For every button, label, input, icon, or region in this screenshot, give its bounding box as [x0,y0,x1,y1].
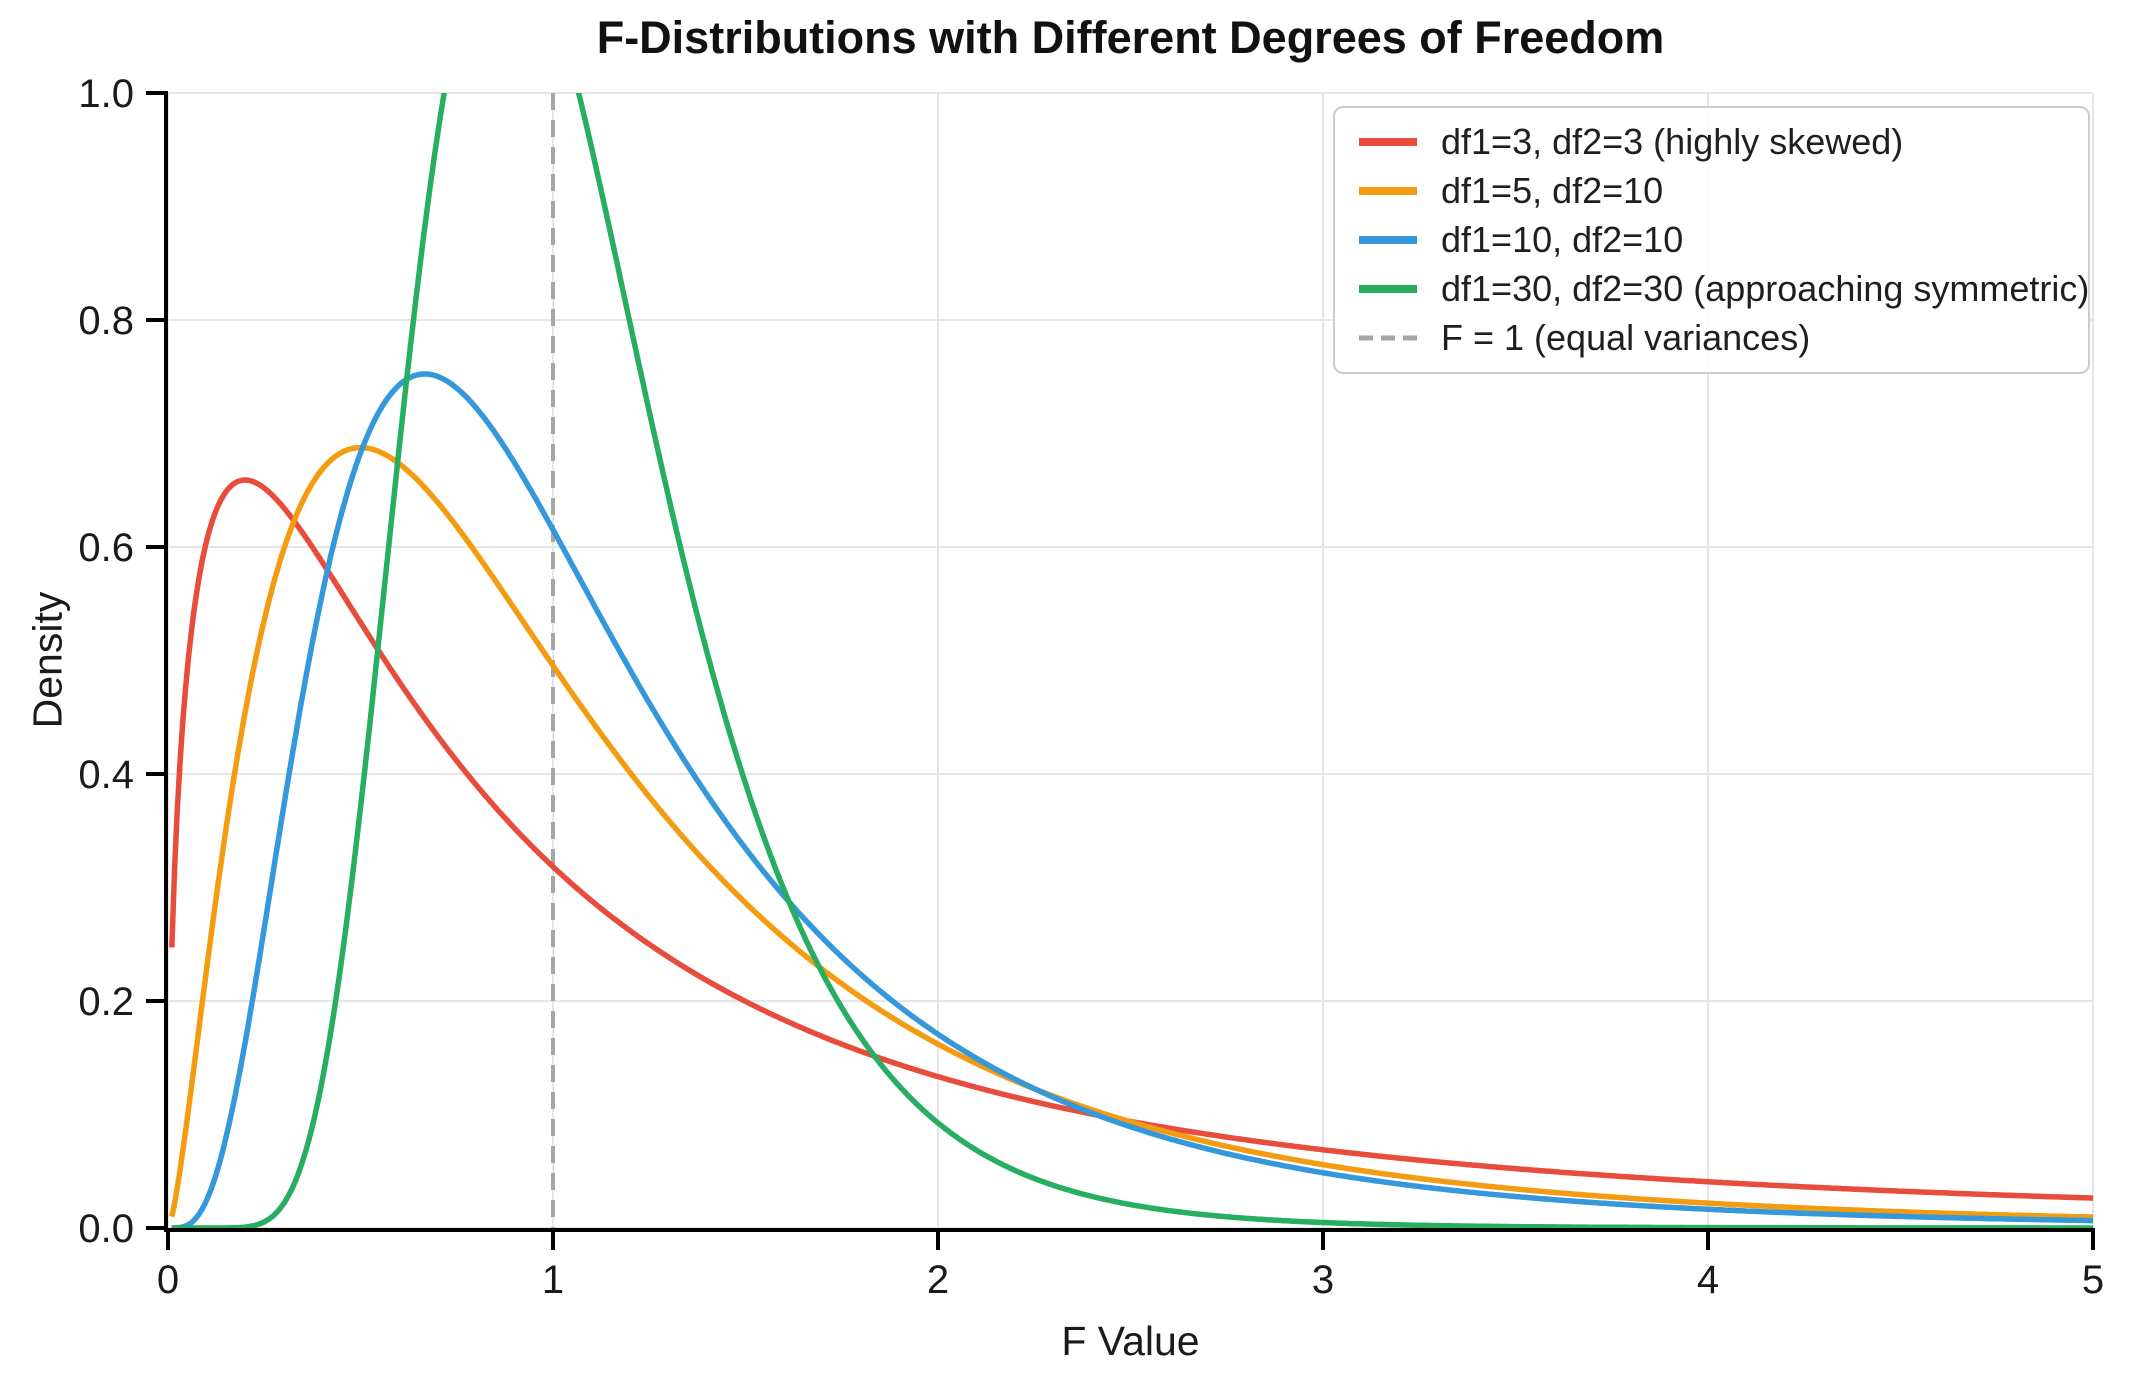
y-tick-label: 0.6 [78,526,134,570]
legend-line-swatch [1359,138,1417,147]
chart-title: F-Distributions with Different Degrees o… [596,12,1665,63]
y-axis-label: Density [24,591,71,729]
y-tick-label: 0.2 [78,980,134,1024]
legend-item: F = 1 (equal variances) [1349,317,2074,359]
legend-label: df1=10, df2=10 [1441,218,1684,260]
legend-item: df1=3, df2=3 (highly skewed) [1349,121,2074,163]
legend-label: df1=30, df2=30 (approaching symmetric) [1441,267,2090,309]
legend-label: F = 1 (equal variances) [1441,316,1811,358]
y-tick-label: 0.8 [78,299,134,343]
curve-df1-3-df2-3 [169,477,2093,1201]
curve-df1-30-df2-30 [171,93,2093,1228]
x-axis-label: F Value [1061,1318,1200,1364]
legend-label: df1=5, df2=10 [1441,170,1664,212]
legend-item: df1=5, df2=10 [1349,170,2074,212]
x-tick-label: 3 [1312,1258,1334,1302]
legend-line-swatch [1359,187,1417,196]
legend-item: df1=30, df2=30 (approaching symmetric) [1349,268,2089,310]
x-tick-label: 4 [1697,1258,1719,1302]
x-tick-label: 2 [927,1258,949,1302]
y-tick-label: 1.0 [78,72,134,116]
x-tick-label: 5 [2082,1258,2104,1302]
curve-df1-10-df2-10 [171,371,2093,1228]
legend-label: df1=3, df2=3 (highly skewed) [1441,121,1904,163]
legend-dashed-line-swatch [1359,335,1417,341]
legend: df1=3, df2=3 (highly skewed) df1=5, df2=1… [1333,106,2090,374]
x-tick-label: 0 [157,1258,179,1302]
legend-line-swatch [1359,235,1417,244]
x-tick-label: 1 [542,1258,564,1302]
legend-line-swatch [1359,284,1417,293]
legend-item: df1=10, df2=10 [1349,219,2074,261]
curve-df1-5-df2-10 [169,444,2093,1220]
y-tick-label: 0.4 [78,753,134,797]
y-tick-label: 0.0 [78,1207,134,1251]
